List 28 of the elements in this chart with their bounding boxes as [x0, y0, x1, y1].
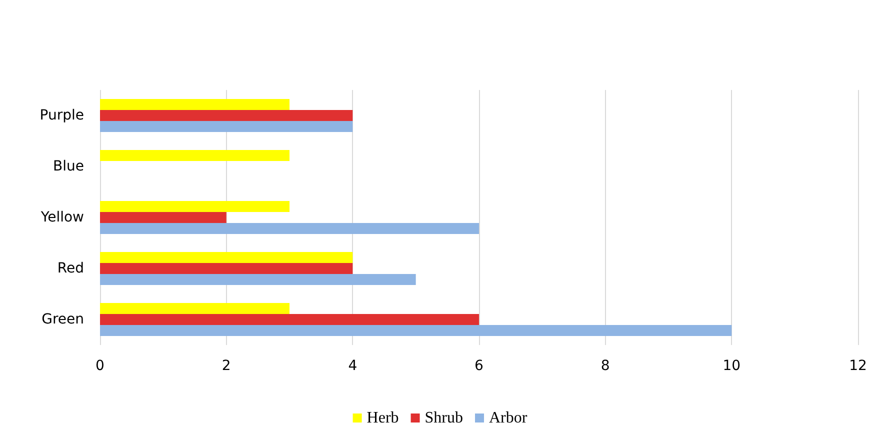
x-tick-label: 12	[849, 358, 867, 374]
x-tick-label: 0	[96, 358, 104, 374]
x-tick-label: 4	[348, 358, 358, 374]
bar	[100, 325, 732, 336]
x-tick-label: 2	[222, 358, 231, 374]
bar	[100, 252, 353, 263]
y-tick-label: Purple	[40, 108, 84, 124]
bar	[100, 303, 290, 314]
bar	[100, 274, 416, 285]
x-tick-label: 10	[722, 358, 741, 374]
legend-label: Herb	[366, 410, 399, 426]
legend-label: Shrub	[424, 410, 464, 426]
x-tick-label: 8	[600, 358, 610, 374]
x-tick-label: 6	[474, 358, 484, 374]
bar	[100, 263, 353, 274]
y-tick-label: Blue	[53, 158, 84, 174]
bar	[100, 212, 226, 223]
bar	[100, 314, 479, 325]
bar	[100, 110, 353, 121]
bar	[100, 150, 290, 161]
bar	[100, 121, 353, 132]
y-tick-label: Yellow	[40, 210, 84, 226]
legend-label: Arbor	[489, 410, 528, 426]
bar	[100, 201, 290, 212]
y-tick-label: Red	[57, 260, 84, 276]
bar	[100, 99, 290, 110]
y-tick-label: Green	[42, 312, 84, 328]
bar	[100, 223, 479, 234]
